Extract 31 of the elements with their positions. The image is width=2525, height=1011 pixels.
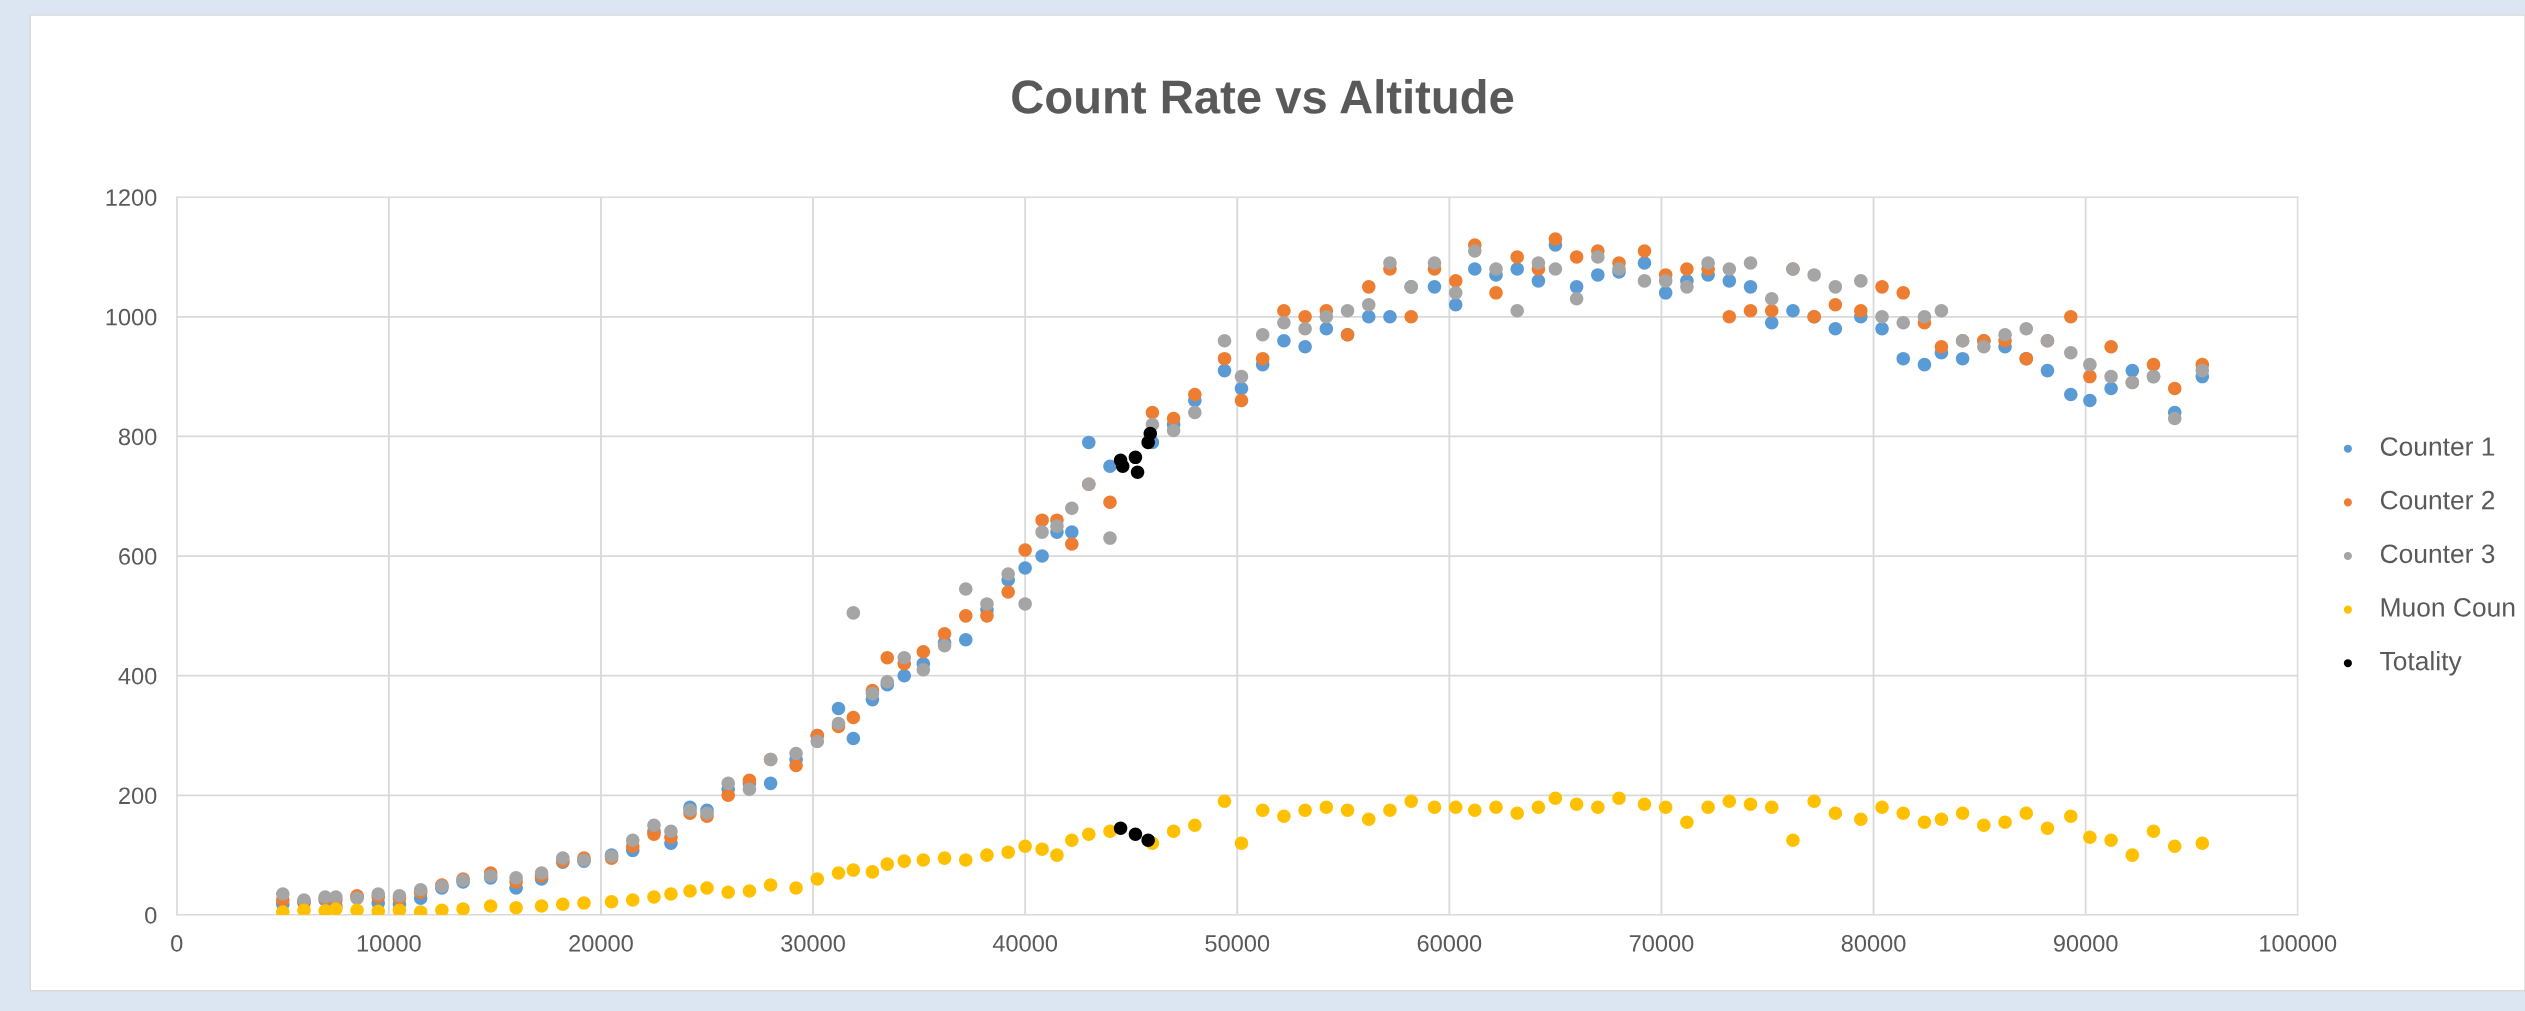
y-tick-label: 600: [119, 548, 157, 565]
y-tick-label: 0: [145, 907, 157, 924]
point: [1115, 459, 1130, 474]
x-tick-label: 90000: [2053, 935, 2118, 952]
x-tick-label: 10000: [357, 935, 421, 952]
legend-label: Muon Coun: [2381, 598, 2515, 617]
point: [1128, 827, 1143, 841]
legend-label: Counter 2: [2380, 490, 2495, 510]
point: [1130, 465, 1145, 480]
x-tick-label: 60000: [1417, 935, 1482, 952]
x-tick-label: 100000: [2260, 935, 2337, 952]
x-tick-label: 40000: [992, 935, 1058, 952]
point: [1141, 833, 1155, 847]
chart-title: Count Rate vs Altitude: [1012, 79, 1514, 114]
x-tick-label: 20000: [569, 935, 633, 952]
x-tick-label: 0: [171, 935, 183, 952]
y-tick-label: 1200: [106, 189, 157, 206]
point: [1113, 821, 1128, 835]
point: [1143, 426, 1158, 441]
y-tick-label: 1000: [106, 308, 157, 326]
x-tick-label: 30000: [781, 935, 845, 952]
point: [1128, 450, 1143, 465]
y-tick-label: 800: [118, 428, 157, 446]
x-tick-label: 80000: [1841, 935, 1906, 952]
legend-label: Totality: [2380, 651, 2462, 676]
x-tick-label: 70000: [1629, 935, 1694, 952]
y-tick-label: 200: [119, 787, 157, 805]
x-tick-label: 50000: [1205, 935, 1270, 952]
y-tick-label: 400: [118, 667, 157, 685]
legend-label: Counter 3: [2380, 544, 2495, 564]
legend-label: Counter 1: [2380, 437, 2495, 456]
